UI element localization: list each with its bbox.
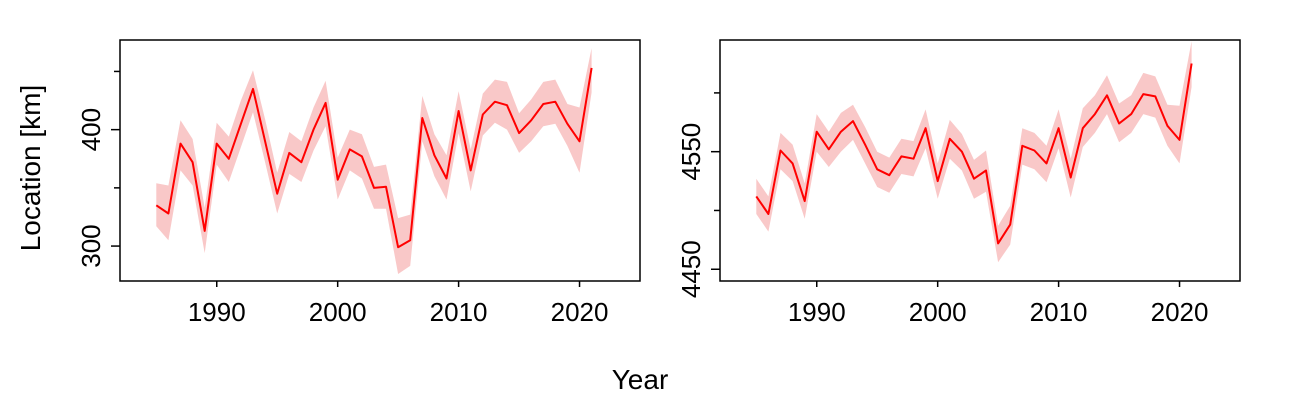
y-tick-label: 400 xyxy=(76,108,106,151)
y-tick-label: 300 xyxy=(76,224,106,267)
x-tick-label: 2010 xyxy=(430,297,488,327)
x-tick-label: 1990 xyxy=(788,297,846,327)
right-panel: 1990 2000 2010 2020 4450 4550 xyxy=(676,39,1241,327)
y-tick-label: 4450 xyxy=(676,240,706,298)
plot-frame xyxy=(119,39,641,282)
x-axis-title: Year xyxy=(612,364,669,395)
y-axis-title: Location [km] xyxy=(15,85,46,252)
y-tick-label: 4550 xyxy=(676,123,706,181)
x-tick-label: 2010 xyxy=(1030,297,1088,327)
x-tick-label: 2020 xyxy=(1151,297,1209,327)
confidence-band xyxy=(156,48,592,274)
left-panel: 1990 2000 2010 2020 300 400 xyxy=(76,39,641,327)
series-line xyxy=(155,67,593,249)
x-tick-label: 1990 xyxy=(188,297,246,327)
series-line xyxy=(755,63,1193,245)
x-tick-label: 2000 xyxy=(909,297,967,327)
x-tick-label: 2020 xyxy=(551,297,609,327)
plot-frame xyxy=(719,39,1241,282)
x-tick-label: 2000 xyxy=(309,297,367,327)
confidence-band xyxy=(756,41,1192,263)
